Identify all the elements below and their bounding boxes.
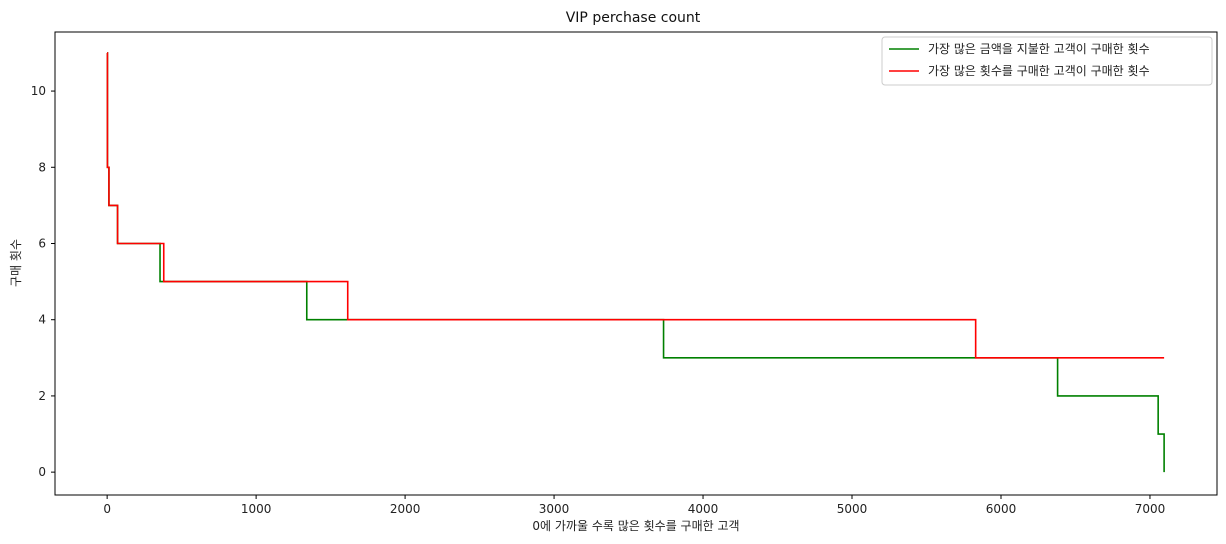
y-tick-label: 0 — [38, 465, 46, 479]
legend-label-1: 가장 많은 금액을 지불한 고객이 구매한 횟수 — [928, 42, 1150, 56]
y-tick-label: 2 — [38, 389, 46, 403]
y-tick-label: 10 — [31, 84, 46, 98]
x-axis: 0 1000 2000 3000 4000 5000 6000 7000 — [103, 495, 1165, 516]
y-axis-title: 구매 횟수 — [9, 239, 23, 287]
y-axis: 0 2 4 6 8 10 — [31, 84, 55, 479]
x-tick-label: 7000 — [1135, 502, 1166, 516]
series-line-1 — [106, 52, 1165, 473]
y-tick-label: 8 — [38, 160, 46, 174]
x-tick-label: 1000 — [241, 502, 272, 516]
series-line-2 — [106, 52, 1165, 359]
legend-box — [881, 36, 1213, 86]
x-tick-label: 3000 — [539, 502, 570, 516]
plot-frame — [54, 31, 1218, 496]
plot-area — [106, 52, 1165, 473]
chart-title: VIP perchase count — [566, 10, 701, 26]
y-tick-label: 6 — [38, 236, 46, 250]
x-tick-label: 5000 — [837, 502, 868, 516]
legend-label-2: 가장 많은 횟수를 구매한 고객이 구매한 횟수 — [928, 64, 1150, 78]
x-axis-title: 0에 가까울 수록 많은 횟수를 구매한 고객 — [532, 519, 739, 533]
x-tick-label: 4000 — [688, 502, 719, 516]
x-tick-label: 6000 — [986, 502, 1017, 516]
y-tick-label: 4 — [38, 313, 46, 327]
x-tick-label: 2000 — [390, 502, 421, 516]
x-tick-label: 0 — [103, 502, 111, 516]
